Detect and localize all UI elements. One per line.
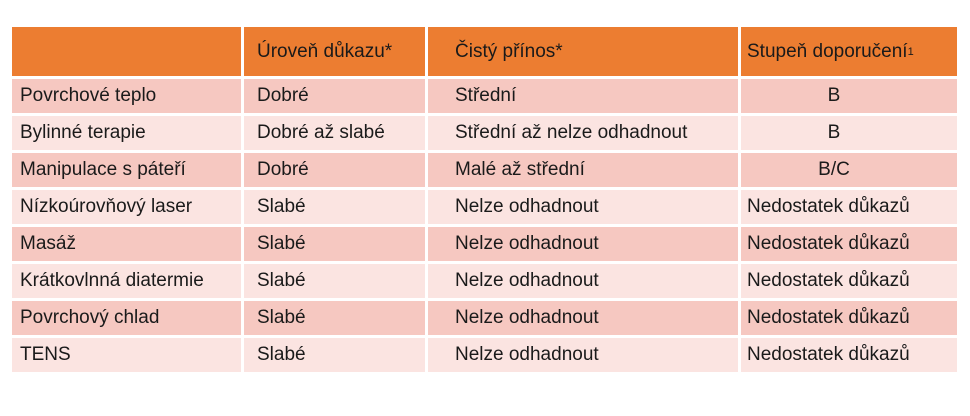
- evidence-cell: Slabé: [244, 264, 425, 298]
- benefit-cell: Nelze odhadnout: [428, 301, 738, 335]
- grade-cell: Nedostatek důkazů: [741, 227, 957, 261]
- evidence-cell: Dobré: [244, 79, 425, 113]
- grade-cell: Nedostatek důkazů: [741, 190, 957, 224]
- therapy-cell: Bylinné terapie: [12, 116, 241, 150]
- therapy-cell: Povrchový chlad: [12, 301, 241, 335]
- therapy-cell: TENS: [12, 338, 241, 372]
- table-row: Manipulace s páteří Dobré Malé až středn…: [12, 153, 957, 187]
- benefit-cell: Nelze odhadnout: [428, 227, 738, 261]
- evidence-cell: Slabé: [244, 338, 425, 372]
- benefit-cell: Nelze odhadnout: [428, 338, 738, 372]
- evidence-cell: Slabé: [244, 301, 425, 335]
- table-row: Povrchové teplo Dobré Střední B: [12, 79, 957, 113]
- table-header-row: Úroveň důkazu* Čistý přínos* Stupeň dopo…: [12, 27, 957, 76]
- therapy-cell: Manipulace s páteří: [12, 153, 241, 187]
- benefit-cell: Nelze odhadnout: [428, 264, 738, 298]
- grade-cell: B/C: [741, 153, 957, 187]
- benefit-cell: Střední: [428, 79, 738, 113]
- header-recommendation-label: Stupeň doporučení: [747, 40, 908, 62]
- evidence-table: Úroveň důkazu* Čistý přínos* Stupeň dopo…: [12, 27, 957, 375]
- table-row: Povrchový chlad Slabé Nelze odhadnout Ne…: [12, 301, 957, 335]
- table-row: Nízkoúrovňový laser Slabé Nelze odhadnou…: [12, 190, 957, 224]
- table-row: TENS Slabé Nelze odhadnout Nedostatek dů…: [12, 338, 957, 372]
- evidence-cell: Dobré až slabé: [244, 116, 425, 150]
- evidence-cell: Slabé: [244, 190, 425, 224]
- header-evidence-level: Úroveň důkazu*: [244, 27, 425, 76]
- benefit-cell: Nelze odhadnout: [428, 190, 738, 224]
- therapy-cell: Krátkovlnná diatermie: [12, 264, 241, 298]
- header-recommendation-grade: Stupeň doporučení 1: [741, 27, 957, 76]
- header-cell-empty: [12, 27, 241, 76]
- therapy-cell: Nízkoúrovňový laser: [12, 190, 241, 224]
- grade-cell: Nedostatek důkazů: [741, 264, 957, 298]
- header-net-benefit: Čistý přínos*: [428, 27, 738, 76]
- grade-cell: B: [741, 79, 957, 113]
- benefit-cell: Malé až střední: [428, 153, 738, 187]
- table-row: Masáž Slabé Nelze odhadnout Nedostatek d…: [12, 227, 957, 261]
- grade-cell: Nedostatek důkazů: [741, 301, 957, 335]
- evidence-cell: Dobré: [244, 153, 425, 187]
- therapy-cell: Masáž: [12, 227, 241, 261]
- table-row: Krátkovlnná diatermie Slabé Nelze odhadn…: [12, 264, 957, 298]
- therapy-cell: Povrchové teplo: [12, 79, 241, 113]
- evidence-cell: Slabé: [244, 227, 425, 261]
- grade-cell: B: [741, 116, 957, 150]
- table-row: Bylinné terapie Dobré až slabé Střední a…: [12, 116, 957, 150]
- grade-cell: Nedostatek důkazů: [741, 338, 957, 372]
- benefit-cell: Střední až nelze odhadnout: [428, 116, 738, 150]
